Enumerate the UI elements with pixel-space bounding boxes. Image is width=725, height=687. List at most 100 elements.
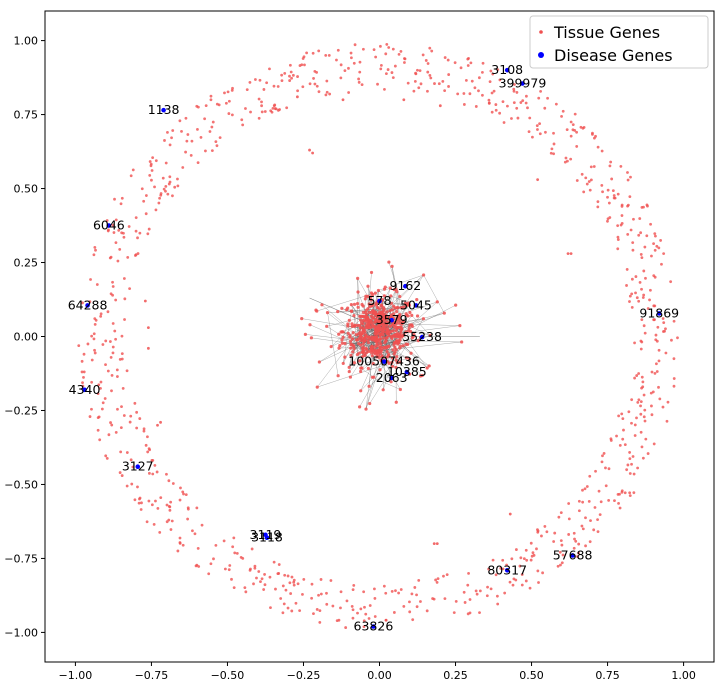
tissue-gene-point [435, 542, 439, 546]
tissue-gene-point [387, 334, 391, 338]
tissue-gene-point [383, 346, 387, 350]
tissue-gene-point [413, 79, 417, 83]
tissue-gene-point [520, 583, 524, 587]
tissue-gene-point [635, 296, 639, 300]
tissue-gene-point [178, 536, 182, 540]
tissue-gene-point [144, 194, 148, 197]
tissue-gene-point [569, 120, 573, 124]
tissue-gene-point [644, 276, 647, 280]
tissue-gene-point [633, 434, 637, 437]
tissue-gene-point [391, 348, 395, 352]
tissue-gene-point [92, 337, 96, 341]
network-edge [309, 297, 365, 322]
tissue-gene-point [633, 423, 637, 427]
tissue-gene-point [566, 252, 570, 256]
tissue-gene-point [478, 611, 481, 615]
tissue-gene-point [516, 116, 520, 120]
tissue-gene-point [417, 86, 421, 90]
tissue-gene-point [146, 326, 150, 330]
tissue-gene-point [106, 369, 110, 373]
tissue-gene-point [506, 104, 509, 108]
tissue-gene-point [362, 625, 366, 629]
tissue-gene-point [116, 407, 119, 411]
tissue-gene-point [325, 90, 329, 94]
tissue-gene-point [135, 426, 139, 430]
tissue-gene-point [259, 580, 262, 583]
tissue-gene-point [662, 321, 666, 325]
tissue-gene-point [148, 160, 152, 163]
tissue-gene-point [378, 346, 382, 350]
tissue-gene-point [640, 375, 644, 379]
tissue-gene-point [364, 351, 368, 355]
tissue-gene-point [325, 602, 329, 606]
tissue-gene-point [380, 354, 384, 358]
tissue-gene-point [244, 107, 247, 110]
tissue-gene-point [311, 151, 314, 155]
tissue-gene-point [430, 49, 434, 53]
tissue-gene-point [277, 563, 281, 566]
tissue-gene-point [329, 579, 333, 582]
tissue-gene-point [215, 144, 219, 148]
tissue-gene-point [468, 611, 472, 615]
tissue-gene-point [136, 485, 139, 489]
tissue-gene-point [107, 228, 110, 232]
tissue-gene-point [491, 72, 495, 76]
tissue-gene-point [550, 147, 554, 151]
tissue-gene-point [144, 212, 148, 216]
tissue-gene-point [626, 204, 629, 208]
tissue-gene-point [580, 524, 584, 528]
network-edge [327, 312, 339, 376]
tissue-gene-point [408, 310, 412, 315]
tissue-gene-point [512, 89, 516, 93]
tissue-gene-point [459, 66, 463, 70]
tissue-gene-point [628, 472, 632, 475]
tissue-gene-point [357, 351, 361, 355]
tissue-gene-point [223, 91, 226, 95]
tissue-gene-point [619, 223, 623, 227]
tissue-gene-point [369, 270, 374, 275]
tissue-gene-point [632, 472, 636, 476]
tissue-gene-point [253, 566, 257, 570]
tissue-gene-point [300, 63, 304, 67]
tissue-gene-point [631, 248, 635, 252]
tissue-gene-point [609, 160, 613, 164]
tissue-gene-point [415, 605, 419, 609]
tissue-gene-point [486, 585, 489, 589]
tissue-gene-point [115, 368, 119, 372]
tissue-gene-point [270, 110, 274, 114]
tissue-gene-point [406, 342, 410, 346]
tissue-gene-point [408, 372, 412, 376]
tissue-gene-point [539, 89, 542, 93]
tissue-gene-point [536, 569, 540, 573]
tissue-gene-point [381, 298, 385, 302]
tissue-gene-point [445, 573, 449, 577]
tissue-gene-point [372, 48, 376, 52]
tissue-gene-point [257, 97, 261, 101]
tissue-gene-point [641, 296, 645, 299]
tissue-gene-point [97, 383, 101, 387]
tissue-gene-point [209, 94, 213, 98]
tissue-gene-point [149, 164, 153, 168]
tissue-gene-point [411, 334, 415, 339]
tissue-gene-point [519, 556, 523, 560]
tissue-gene-point [399, 330, 403, 334]
tissue-gene-point [386, 329, 390, 333]
tissue-gene-point [496, 602, 500, 606]
tissue-gene-point [639, 412, 643, 416]
y-tick-label: −0.25 [4, 404, 38, 417]
tissue-gene-point [181, 166, 185, 169]
tissue-gene-point [360, 302, 364, 307]
tissue-gene-point [410, 324, 414, 328]
tissue-gene-point [368, 604, 372, 607]
tissue-gene-point [389, 301, 394, 305]
tissue-gene-point [524, 548, 528, 552]
tissue-gene-point [394, 329, 398, 333]
tissue-gene-point [508, 512, 512, 516]
tissue-gene-point [371, 362, 375, 366]
tissue-gene-point [525, 558, 529, 562]
tissue-gene-point [196, 546, 200, 550]
tissue-gene-point [232, 586, 236, 590]
tissue-gene-point [286, 574, 290, 578]
tissue-gene-point [365, 347, 369, 352]
tissue-gene-point [428, 333, 432, 338]
